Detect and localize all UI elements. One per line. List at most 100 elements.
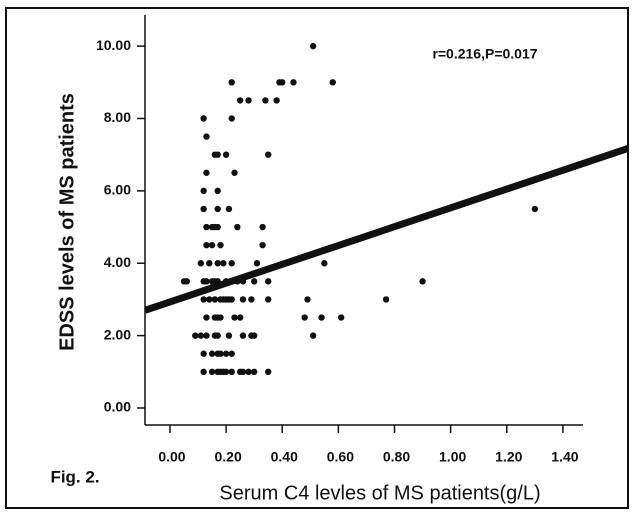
figure-frame (5, 7, 629, 509)
point (217, 241, 224, 249)
point (228, 260, 235, 267)
point (239, 368, 247, 376)
point (228, 79, 235, 86)
point (222, 350, 230, 357)
point (220, 260, 227, 267)
point (203, 314, 210, 321)
point (318, 314, 325, 321)
y-tick-label: 8.00 (104, 109, 131, 125)
point (531, 205, 539, 213)
point (203, 169, 210, 176)
point (203, 241, 210, 249)
point (245, 97, 252, 104)
point (250, 368, 258, 376)
figure-label: Fig. 2. (50, 467, 99, 486)
point (228, 350, 235, 357)
x-tick-label: 0.40 (271, 449, 298, 465)
point (197, 260, 205, 267)
point (337, 314, 345, 321)
point (200, 205, 207, 213)
point (200, 296, 207, 303)
point (309, 42, 317, 50)
regression-line (145, 144, 628, 314)
point (301, 314, 308, 321)
point (248, 296, 255, 303)
point (273, 97, 280, 104)
point (245, 368, 252, 376)
point (228, 115, 235, 122)
point (309, 332, 317, 339)
point (250, 278, 258, 285)
y-tick-label: 0.00 (104, 399, 131, 415)
x-tick-label: 1.40 (551, 449, 578, 465)
point (265, 368, 272, 376)
point (228, 296, 235, 303)
point (183, 278, 191, 285)
point (236, 97, 244, 104)
point (206, 296, 213, 303)
point (231, 314, 238, 321)
point (259, 241, 266, 249)
y-tick-label: 6.00 (104, 182, 131, 198)
point (231, 169, 238, 176)
point (239, 296, 247, 303)
x-tick-label: 0.00 (158, 449, 185, 465)
point (214, 332, 221, 339)
point (214, 205, 221, 213)
point (217, 314, 224, 321)
point (239, 332, 247, 339)
point (211, 296, 219, 303)
point (203, 223, 210, 231)
point (203, 332, 210, 339)
y-axis-title: EDSS levels of MS patients (56, 93, 78, 351)
x-tick-label: 0.80 (383, 449, 410, 465)
point (192, 332, 199, 339)
point (208, 350, 216, 357)
point (290, 79, 297, 86)
x-tick-label: 0.20 (214, 449, 241, 465)
point (208, 241, 216, 249)
point (321, 260, 328, 267)
point (214, 151, 221, 158)
point (206, 260, 213, 267)
point (265, 278, 272, 285)
point (222, 368, 230, 376)
point (265, 151, 272, 158)
point (304, 296, 311, 303)
point (265, 296, 272, 303)
point (208, 368, 216, 376)
point (200, 350, 207, 357)
y-tick-label: 2.00 (104, 326, 131, 342)
x-tick-label: 1.00 (439, 449, 466, 465)
y-tick-label: 4.00 (104, 254, 131, 270)
x-tick-label: 0.60 (327, 449, 354, 465)
y-tick-label: 10.00 (96, 37, 131, 53)
point (214, 260, 221, 267)
point (419, 278, 426, 285)
point (225, 205, 233, 213)
point (228, 368, 235, 376)
point (382, 296, 390, 303)
point (236, 314, 244, 321)
point (217, 350, 224, 357)
point (214, 187, 221, 195)
point (200, 187, 207, 195)
point (197, 332, 205, 339)
x-axis-title: Serum C4 levles of MS patients(g/L) (219, 482, 540, 504)
point (203, 133, 210, 140)
point (234, 223, 241, 231)
point (200, 368, 207, 376)
point (253, 260, 261, 267)
point (279, 79, 286, 86)
point (214, 223, 221, 231)
point (262, 97, 269, 104)
point (203, 278, 210, 285)
point (222, 151, 230, 158)
point (250, 332, 258, 339)
x-tick-label: 1.20 (495, 449, 522, 465)
annotation: r=0.216,P=0.017 (432, 46, 537, 62)
point (200, 115, 207, 122)
point (329, 79, 336, 86)
point (259, 223, 266, 231)
